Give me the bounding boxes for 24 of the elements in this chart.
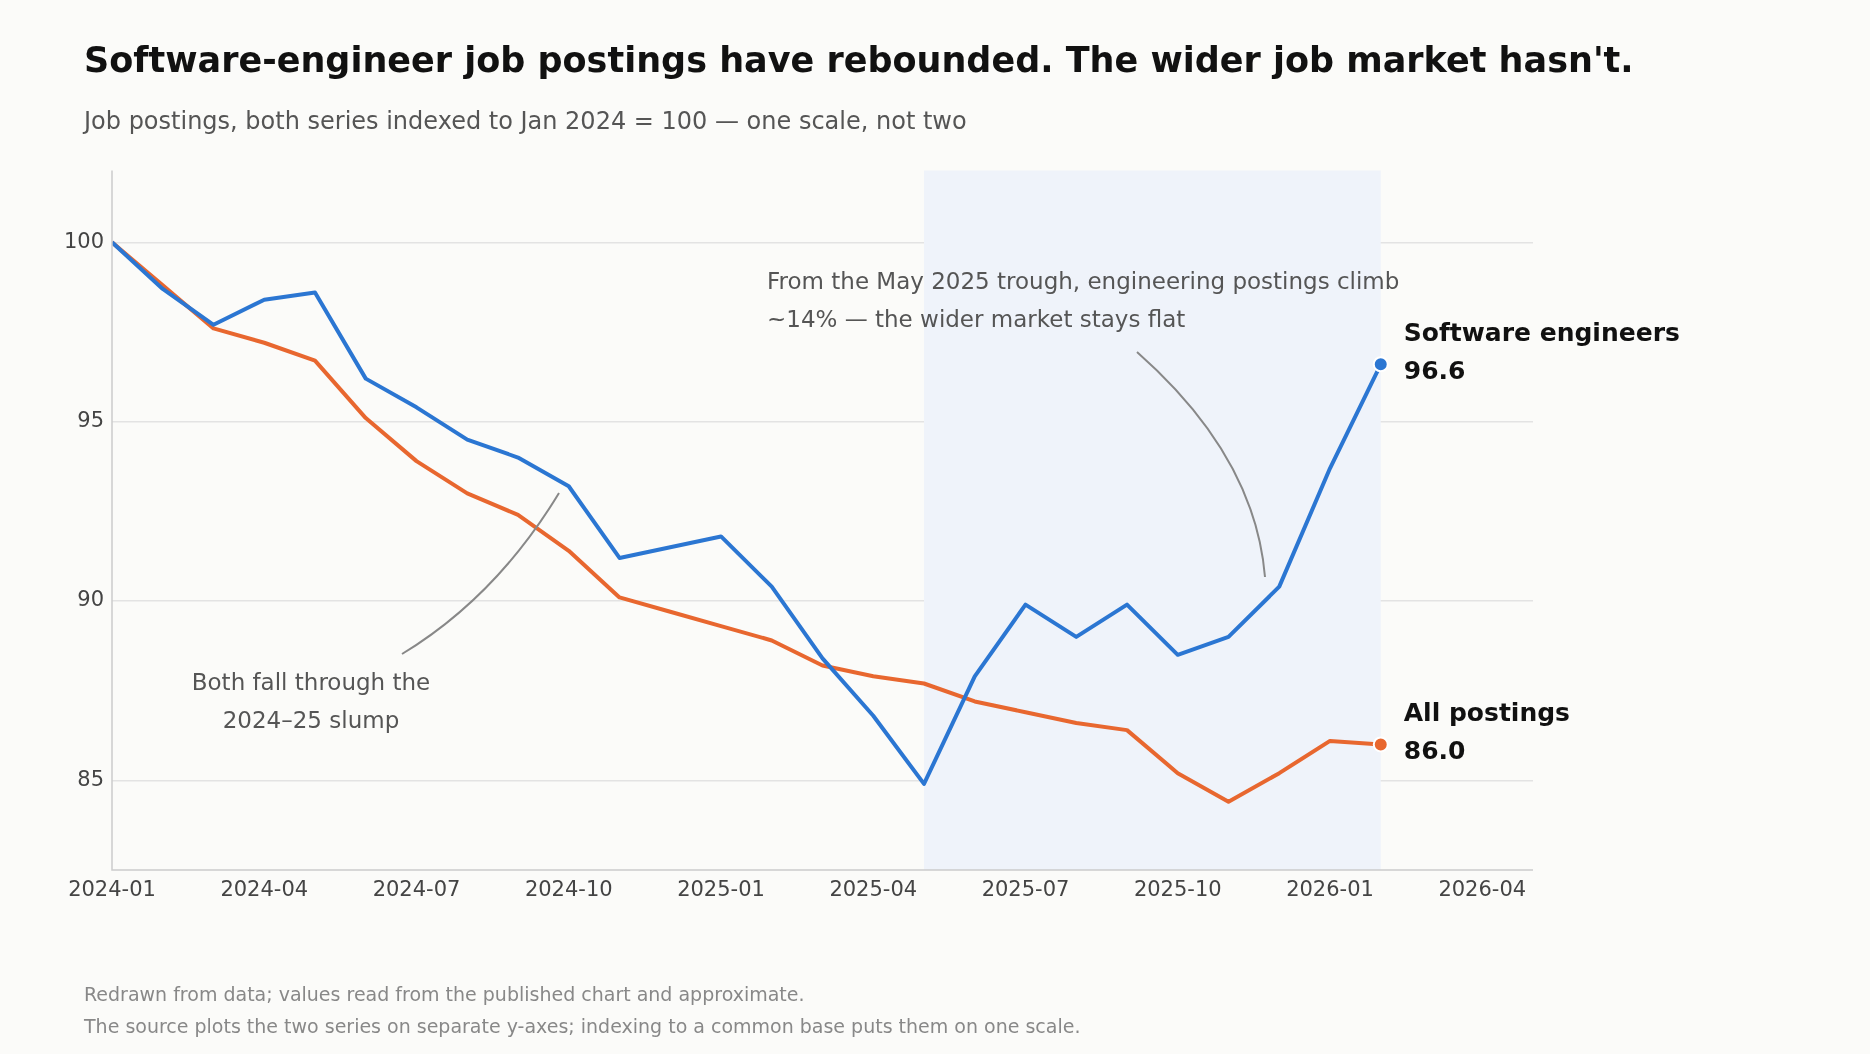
- series-label: Software engineers: [1403, 317, 1680, 347]
- series-label: All postings: [1403, 697, 1570, 727]
- annotation: From the May 2025 trough, engineering postings climb ~14% — the wider market stays flat: [767, 268, 1400, 332]
- x-tick-label: 2026-01: [1286, 877, 1374, 902]
- y-tick-label: 95: [77, 408, 104, 433]
- chart-subtitle: Job postings, both series indexed to Jan 2024 = 100 — one scale, not two: [84, 107, 967, 135]
- text: Redrawn from data; values read from the published chart and approximate.: [84, 982, 806, 1007]
- annotation: Both fall through the 2024–25 slump: [190, 668, 432, 735]
- x-tick-label: 2025-07: [981, 877, 1070, 902]
- text: The source plots the two series on separate y-axes; indexing to a common base puts them on one scale.: [84, 1014, 1081, 1039]
- chart-title: Software-engineer job postings have rebounded. The wider job market hasn't.: [84, 40, 1634, 80]
- x-tick-label: 2025-01: [677, 877, 765, 902]
- y-tick-label: 85: [77, 766, 104, 791]
- x-tick-label: 2024-01: [68, 877, 156, 902]
- x-tick-label: 2024-07: [372, 877, 461, 902]
- y-tick-label: 100: [63, 228, 104, 253]
- x-tick-label: 2024-04: [220, 877, 309, 902]
- x-tick-label: 2024-10: [524, 877, 613, 902]
- y-tick-label: 90: [77, 587, 104, 612]
- x-tick-label: 2025-10: [1133, 877, 1222, 902]
- x-tick-label: 2026-04: [1438, 877, 1527, 902]
- x-tick-label: 2025-04: [829, 877, 918, 902]
- data-label: 96.6: [1403, 355, 1466, 385]
- data-label: 86.0: [1403, 735, 1466, 765]
